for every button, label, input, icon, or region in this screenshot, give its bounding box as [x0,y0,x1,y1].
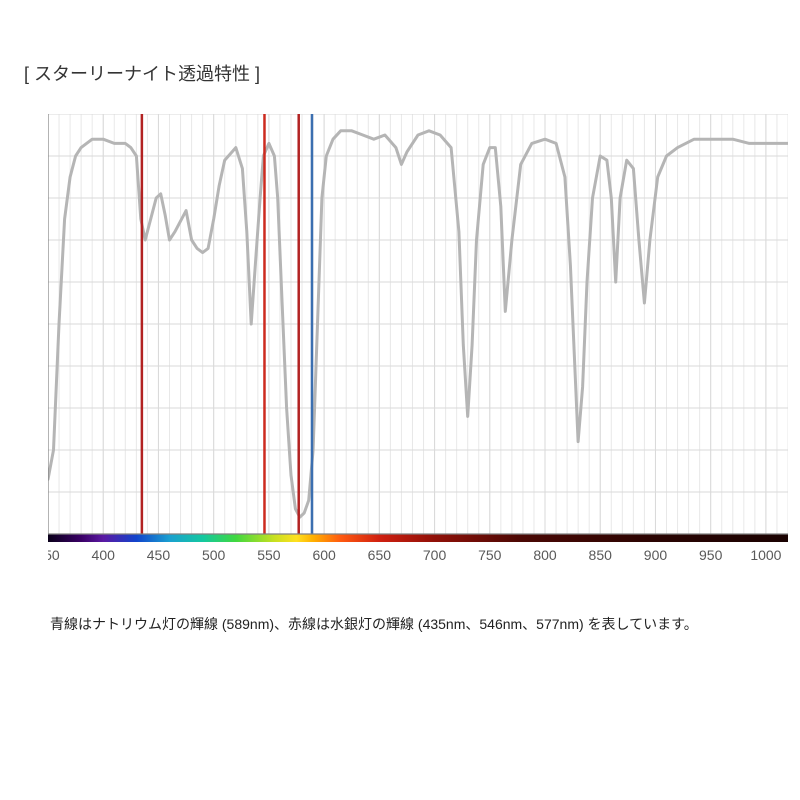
svg-text:850: 850 [589,547,613,563]
svg-text:950: 950 [699,547,723,563]
transmission-chart: 350 400 450 500 550 600 650 700 750 800 850 900 950 1… [48,114,788,594]
chart-area: 350 400 450 500 550 600 650 700 750 800 850 900 950 1… [48,114,780,594]
svg-text:550: 550 [257,547,281,563]
svg-text:350: 350 [48,547,60,563]
svg-text:900: 900 [644,547,668,563]
svg-text:1000: 1000 [750,547,781,563]
chart-title: [ スターリーナイト透過特性 ] [24,60,780,86]
svg-text:650: 650 [368,547,392,563]
svg-text:500: 500 [202,547,226,563]
svg-text:400: 400 [92,547,116,563]
svg-text:800: 800 [533,547,557,563]
svg-text:450: 450 [147,547,171,563]
svg-text:600: 600 [312,547,336,563]
svg-text:700: 700 [423,547,447,563]
chart-caption: 青線はナトリウム灯の輝線 (589nm)、赤線は水銀灯の輝線 (435nm、54… [50,614,780,634]
svg-text:750: 750 [478,547,502,563]
